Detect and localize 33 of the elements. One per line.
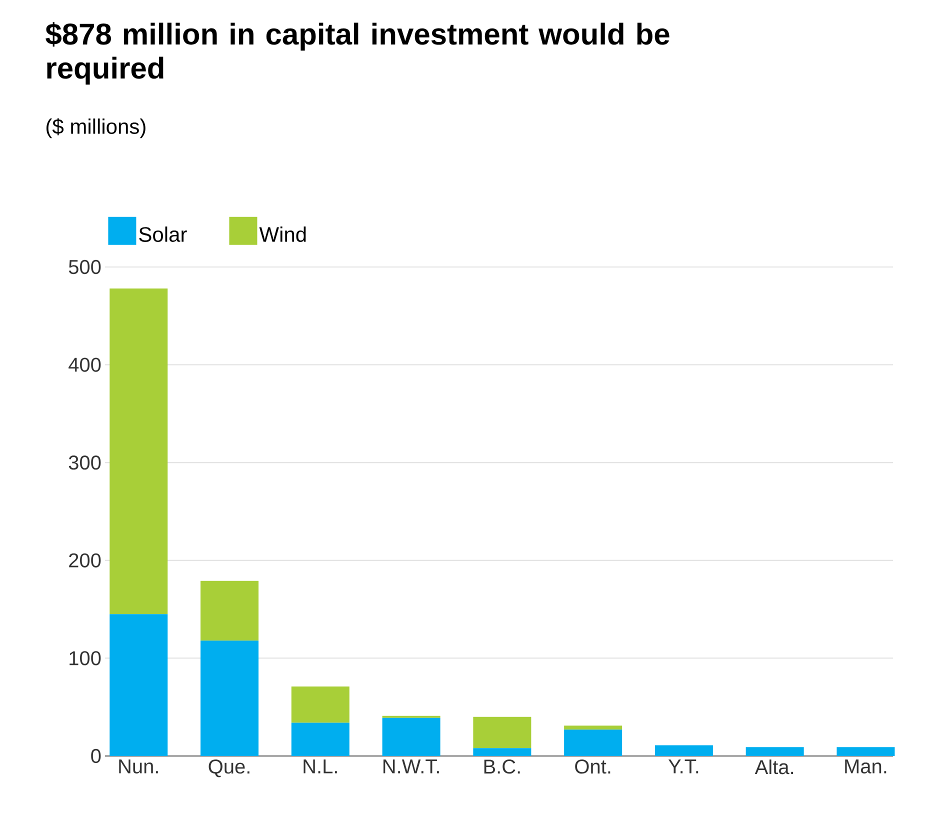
- legend-label: Solar: [139, 226, 187, 242]
- bar: [382, 718, 440, 756]
- y-tick-label: 400: [68, 358, 101, 372]
- bar: [291, 686, 350, 723]
- bar: [746, 747, 804, 756]
- y-tick-label: 500: [68, 260, 101, 274]
- x-tick-label: Y.T.: [668, 760, 698, 774]
- x-tick-label: Man.: [845, 760, 886, 774]
- bar: [564, 730, 622, 756]
- x-tick-label: N.L.: [304, 760, 337, 774]
- bar: [473, 748, 532, 756]
- bar: [473, 716, 532, 748]
- bar: [654, 745, 713, 756]
- y-tick-label: 100: [70, 651, 101, 666]
- x-tick-label: N.W.T.: [384, 760, 439, 774]
- x-tick-label: Alta.: [754, 760, 794, 774]
- bar: [110, 288, 168, 614]
- x-tick-label: B.C.: [484, 760, 520, 774]
- bar: [291, 722, 350, 756]
- bar: [110, 614, 168, 756]
- chart-subtitle: ($ millions): [46, 118, 146, 138]
- bar: [200, 580, 259, 641]
- y-tick-label: 200: [69, 553, 101, 568]
- x-tick-label: Ont.: [575, 760, 610, 774]
- x-tick-label: Nun.: [119, 760, 158, 774]
- y-tick-label: 300: [68, 456, 101, 470]
- bar: [200, 640, 259, 756]
- legend-label: Wind: [259, 226, 306, 242]
- x-tick-label: Que.: [208, 760, 250, 778]
- bar: [836, 747, 895, 756]
- bar: [564, 726, 622, 730]
- y-tick-label: 0: [91, 748, 101, 764]
- chart-title: $878 million in capital investment would be required: [46, 22, 670, 85]
